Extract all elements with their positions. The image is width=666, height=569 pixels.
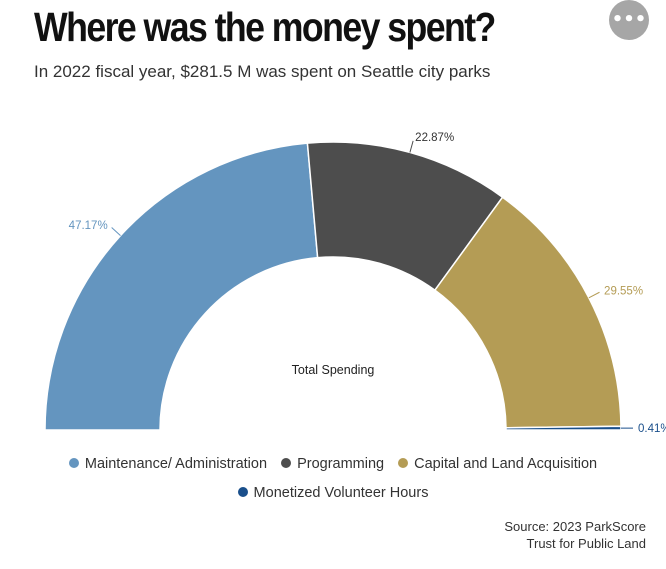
chart-subtitle: In 2022 fiscal year, $281.5 M was spent …	[34, 62, 491, 81]
data-label-maintenance-administration: 47.17%	[69, 220, 108, 232]
legend-item-capital[interactable]: Capital and Land Acquisition	[398, 450, 597, 479]
legend-row: Monetized Volunteer Hours	[0, 479, 666, 508]
center-label: Total Spending	[292, 363, 375, 377]
chart-legend: Maintenance/ Administration Programming …	[0, 450, 666, 508]
more-options-button[interactable]: •••	[609, 0, 649, 40]
source-line: Source: 2023 ParkScore	[504, 519, 646, 534]
slice-maintenance-administration[interactable]	[44, 142, 319, 431]
data-label-programming: 22.87%	[415, 132, 454, 144]
data-label-leader	[111, 227, 121, 236]
source-line: Trust for Public Land	[526, 536, 646, 551]
data-label-capital-and-land-acquisition: 29.55%	[604, 285, 643, 297]
legend-dot-icon	[281, 458, 292, 469]
legend-dot-icon	[68, 458, 79, 469]
legend-label: Programming	[297, 456, 385, 472]
legend-label: Maintenance/ Administration	[84, 456, 268, 472]
legend-dot-icon	[398, 458, 409, 469]
data-label-leader	[588, 291, 600, 299]
data-label-leader	[409, 140, 414, 153]
legend-item-maintenance[interactable]: Maintenance/ Administration	[68, 450, 268, 479]
legend-dot-icon	[237, 487, 248, 498]
legend-item-volunteer[interactable]: Monetized Volunteer Hours	[237, 479, 429, 508]
source-credit: Source: 2023 ParkScore Trust for Public …	[504, 518, 646, 552]
legend-label: Capital and Land Acquisition	[414, 456, 598, 472]
legend-label: Monetized Volunteer Hours	[253, 485, 429, 501]
semi-donut-chart: 47.17% 22.87% 29.55% 0.41% Total Spending	[44, 132, 666, 435]
chart-title: Where was the money spent?	[34, 4, 496, 50]
data-label-monetized-volunteer-hours: 0.41%	[638, 423, 666, 435]
slice-monetized-volunteer-hours[interactable]	[505, 425, 622, 431]
legend-item-programming[interactable]: Programming	[281, 450, 384, 479]
legend-row: Maintenance/ Administration Programming …	[0, 450, 666, 479]
